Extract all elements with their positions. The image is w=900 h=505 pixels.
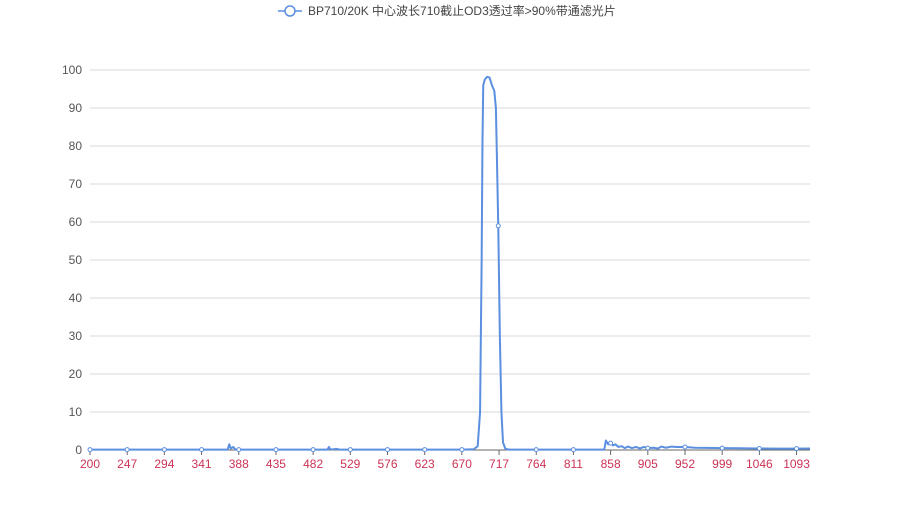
- data-point: [422, 447, 428, 453]
- x-axis: 200 247 294 341 388 435 482 529 576 623 670 717 764 8…: [80, 449, 810, 471]
- data-point: [794, 446, 800, 452]
- legend[interactable]: BP710/20K 中心波长710截止OD3透过率>90%带通滤光片: [278, 3, 616, 18]
- y-tick-label: 30: [69, 329, 83, 343]
- y-tick-label: 40: [69, 291, 83, 305]
- x-tick-label: 999: [712, 457, 732, 471]
- data-point: [347, 447, 353, 453]
- x-tick-label: 294: [154, 457, 174, 471]
- data-point: [384, 447, 390, 453]
- y-tick-label: 60: [69, 215, 83, 229]
- data-point: [756, 445, 762, 451]
- data-point: [533, 447, 539, 453]
- legend-entry: BP710/20K 中心波长710截止OD3透过率>90%带通滤光片: [308, 3, 616, 18]
- y-tick-label: 10: [69, 405, 83, 419]
- series-layer: [87, 75, 811, 453]
- y-tick-label: 20: [69, 367, 83, 381]
- y-tick-label: 100: [62, 63, 82, 77]
- x-tick-label: 858: [601, 457, 621, 471]
- x-tick-label: 341: [192, 457, 212, 471]
- x-tick-label: 623: [415, 457, 435, 471]
- x-tick-label: 388: [229, 457, 249, 471]
- x-tick-label: 1046: [746, 457, 773, 471]
- x-tick-label: 482: [303, 457, 323, 471]
- series-line: [90, 75, 811, 451]
- legend-marker-swatch: [284, 5, 296, 17]
- data-point: [459, 447, 465, 453]
- x-tick-label: 247: [117, 457, 137, 471]
- data-point: [87, 447, 93, 453]
- x-tick-label: 717: [489, 457, 509, 471]
- data-point: [273, 447, 279, 453]
- x-tick-label: 764: [526, 457, 546, 471]
- y-tick-label: 0: [75, 443, 82, 457]
- data-point: [199, 447, 205, 453]
- y-tick-label: 70: [69, 177, 83, 191]
- data-point: [236, 447, 242, 453]
- x-tick-label: 200: [80, 457, 100, 471]
- x-tick-label: 1093: [783, 457, 810, 471]
- x-tick-label: 435: [266, 457, 286, 471]
- data-point: [495, 223, 501, 229]
- data-point: [719, 445, 725, 451]
- y-axis: 0 10 20 30 40 50 60 70 80 90 100: [62, 63, 82, 457]
- data-point: [124, 447, 130, 453]
- data-point: [310, 447, 316, 453]
- y-tick-label: 50: [69, 253, 83, 267]
- data-point: [682, 444, 688, 450]
- grid-lines: [90, 69, 810, 413]
- x-tick-label: 576: [377, 457, 397, 471]
- data-point: [608, 440, 614, 446]
- data-point: [645, 445, 651, 451]
- y-tick-label: 90: [69, 101, 83, 115]
- x-tick-label: 952: [675, 457, 695, 471]
- y-tick-label: 80: [69, 139, 83, 153]
- x-tick-label: 529: [340, 457, 360, 471]
- data-point: [570, 447, 576, 453]
- x-tick-label: 670: [452, 457, 472, 471]
- data-point: [161, 447, 167, 453]
- x-tick-label: 905: [638, 457, 658, 471]
- x-tick-label: 811: [564, 457, 583, 471]
